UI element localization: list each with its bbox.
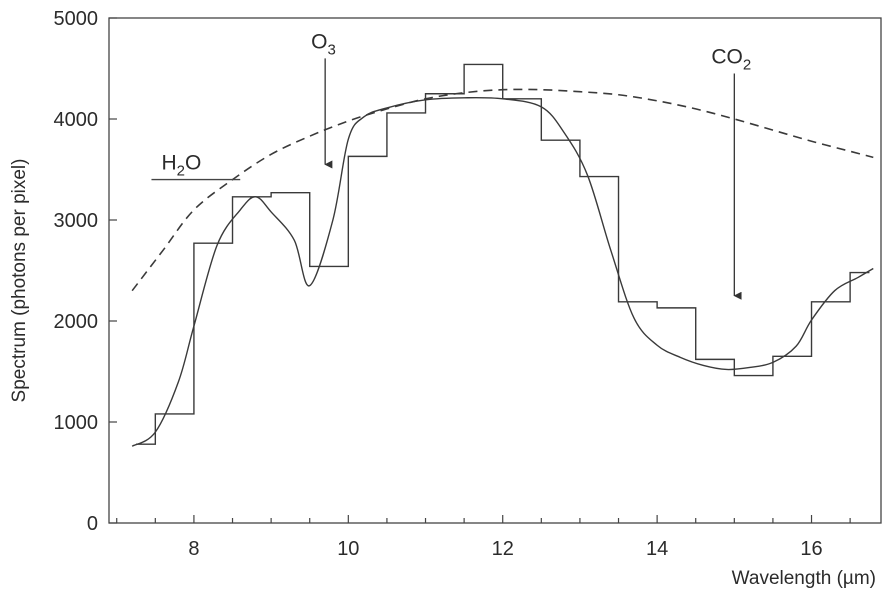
x-tick-label: 16 <box>800 538 822 560</box>
axis-ticks: 0 1000 2000 3000 4000 5000 8 10 12 14 16 <box>54 8 851 560</box>
y-tick-label: 4000 <box>54 109 99 131</box>
y-tick-label: 1000 <box>54 412 99 434</box>
o3-annotation-label: O3 <box>311 30 336 58</box>
blackbody-envelope-curve <box>131 88 874 292</box>
series-layer <box>131 63 874 447</box>
x-tick-label: 12 <box>492 538 514 560</box>
x-tick-label: 8 <box>188 538 199 560</box>
smooth-spectrum-curve <box>131 96 874 447</box>
y-tick-label: 3000 <box>54 210 99 232</box>
plot-frame <box>108 17 882 524</box>
y-tick-label: 2000 <box>54 311 99 333</box>
h2o-annotation-label: H2O <box>161 152 201 180</box>
binned-spectrum-steps <box>136 63 870 445</box>
plot-area-border <box>108 17 882 524</box>
o3-annotation: O3 <box>311 30 336 169</box>
co2-annotation-label: CO2 <box>711 46 751 74</box>
x-axis-label: Wavelength (µm) <box>732 568 876 589</box>
co2-annotation: CO2 <box>711 46 751 300</box>
y-tick-label: 5000 <box>54 8 99 30</box>
y-tick-label: 0 <box>87 513 98 535</box>
h2o-annotation: H2O <box>151 152 241 181</box>
axis-labels: Spectrum (photons per pixel) Wavelength (… <box>9 159 876 589</box>
annotation-layer: H2O O3 CO2 <box>151 30 751 300</box>
y-axis-label: Spectrum (photons per pixel) <box>9 159 30 403</box>
x-tick-label: 14 <box>646 538 668 560</box>
x-tick-label: 10 <box>337 538 359 560</box>
